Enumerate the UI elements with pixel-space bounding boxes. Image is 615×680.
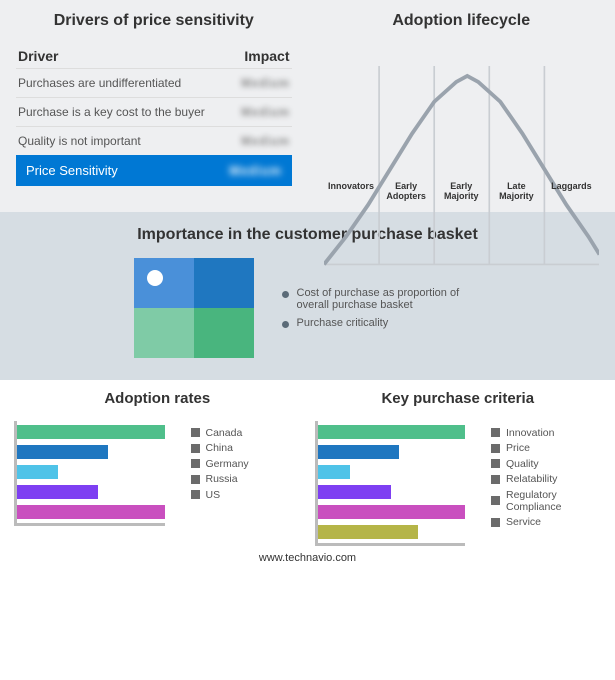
table-row: Purchase is a key cost to the buyer Mediu… <box>16 97 292 126</box>
legend-item: Germany <box>191 458 301 470</box>
summary-value: Medium <box>229 163 281 178</box>
legend-label: Price <box>506 442 530 454</box>
swatch-icon <box>491 444 500 453</box>
bar <box>318 525 418 539</box>
lifecycle-segment-label: EarlyMajority <box>434 182 489 202</box>
summary-label: Price Sensitivity <box>26 163 118 178</box>
bar <box>318 465 350 479</box>
criteria-bars <box>315 421 466 546</box>
swatch-icon <box>191 459 200 468</box>
legend-item: Quality <box>491 458 601 470</box>
swatch-icon <box>491 459 500 468</box>
legend-item: US <box>191 489 301 501</box>
quadrant-chart <box>134 258 254 358</box>
legend-item: China <box>191 442 301 454</box>
criteria-panel: Key purchase criteria Innovation Price Qua… <box>315 390 602 546</box>
top-row: Drivers of price sensitivity Driver Impa… <box>0 0 615 212</box>
driver-cell: Quality is not important <box>18 134 141 148</box>
lifecycle-segment-label: LateMajority <box>489 182 544 202</box>
legend-item: Russia <box>191 473 301 485</box>
swatch-icon <box>491 428 500 437</box>
swatch-icon <box>491 496 500 505</box>
bar <box>318 485 392 499</box>
lifecycle-panel: Adoption lifecycle InnovatorsEarlyAdopte… <box>308 0 615 212</box>
bar <box>17 425 165 439</box>
adoption-rates-legend: Canada China Germany Russia US <box>183 421 301 504</box>
table-row: Purchases are undifferentiated Medium <box>16 68 292 97</box>
swatch-icon <box>191 490 200 499</box>
legend-item: Service <box>491 516 601 528</box>
legend-label: Innovation <box>506 427 554 439</box>
legend-item: Price <box>491 442 601 454</box>
header-impact: Impact <box>244 48 289 64</box>
legend-label: China <box>206 442 233 454</box>
lifecycle-title: Adoption lifecycle <box>324 12 600 30</box>
price-sensitivity-title: Drivers of price sensitivity <box>16 12 292 30</box>
lifecycle-chart: InnovatorsEarlyAdoptersEarlyMajorityLate… <box>324 44 600 204</box>
footer-text: www.technavio.com <box>0 546 615 568</box>
swatch-icon <box>191 428 200 437</box>
table-header: Driver Impact <box>16 44 292 68</box>
quadrant-tl <box>134 258 194 308</box>
driver-cell: Purchases are undifferentiated <box>18 76 181 90</box>
bar <box>17 485 98 499</box>
quadrant-br <box>194 308 254 358</box>
driver-cell: Purchase is a key cost to the buyer <box>18 105 205 119</box>
legend-item: Innovation <box>491 427 601 439</box>
quadrant-bl <box>134 308 194 358</box>
table-row: Quality is not important Medium <box>16 126 292 155</box>
bar <box>318 425 466 439</box>
legend-label: Quality <box>506 458 539 470</box>
criteria-title: Key purchase criteria <box>315 390 602 407</box>
legend-item: Relatability <box>491 473 601 485</box>
adoption-rates-title: Adoption rates <box>14 390 301 407</box>
bar <box>17 465 58 479</box>
legend-label: Canada <box>206 427 243 439</box>
adoption-rates-panel: Adoption rates Canada China Germany Russia U… <box>14 390 301 546</box>
swatch-icon <box>491 475 500 484</box>
legend-label: US <box>206 489 221 501</box>
legend-label: Relatability <box>506 473 557 485</box>
legend-label: Service <box>506 516 541 528</box>
legend-label: Regulatory Compliance <box>506 489 601 513</box>
impact-cell: Medium <box>241 134 289 148</box>
bar <box>318 445 399 459</box>
adoption-rates-bars <box>14 421 165 526</box>
swatch-icon <box>491 518 500 527</box>
impact-cell: Medium <box>241 105 289 119</box>
bar <box>17 445 108 459</box>
lifecycle-segment-label: Innovators <box>324 182 379 202</box>
lifecycle-segment-label: Laggards <box>544 182 599 202</box>
quadrant-marker <box>147 270 163 286</box>
header-driver: Driver <box>18 48 58 64</box>
bullet-icon <box>282 291 289 298</box>
price-sensitivity-summary: Price Sensitivity Medium <box>16 155 292 186</box>
lifecycle-segment-label: EarlyAdopters <box>379 182 434 202</box>
bar <box>17 505 165 519</box>
legend-item: Regulatory Compliance <box>491 489 601 513</box>
quadrant-tr <box>194 258 254 308</box>
bar <box>318 505 466 519</box>
legend-label: Russia <box>206 473 238 485</box>
legend-item: Canada <box>191 427 301 439</box>
bullet-icon <box>282 321 289 328</box>
legend-label: Germany <box>206 458 249 470</box>
swatch-icon <box>191 444 200 453</box>
criteria-legend: Innovation Price Quality Relatability Regula… <box>483 421 601 532</box>
swatch-icon <box>191 475 200 484</box>
impact-cell: Medium <box>241 76 289 90</box>
bottom-row: Adoption rates Canada China Germany Russia U… <box>0 380 615 546</box>
price-sensitivity-panel: Drivers of price sensitivity Driver Impa… <box>0 0 308 212</box>
